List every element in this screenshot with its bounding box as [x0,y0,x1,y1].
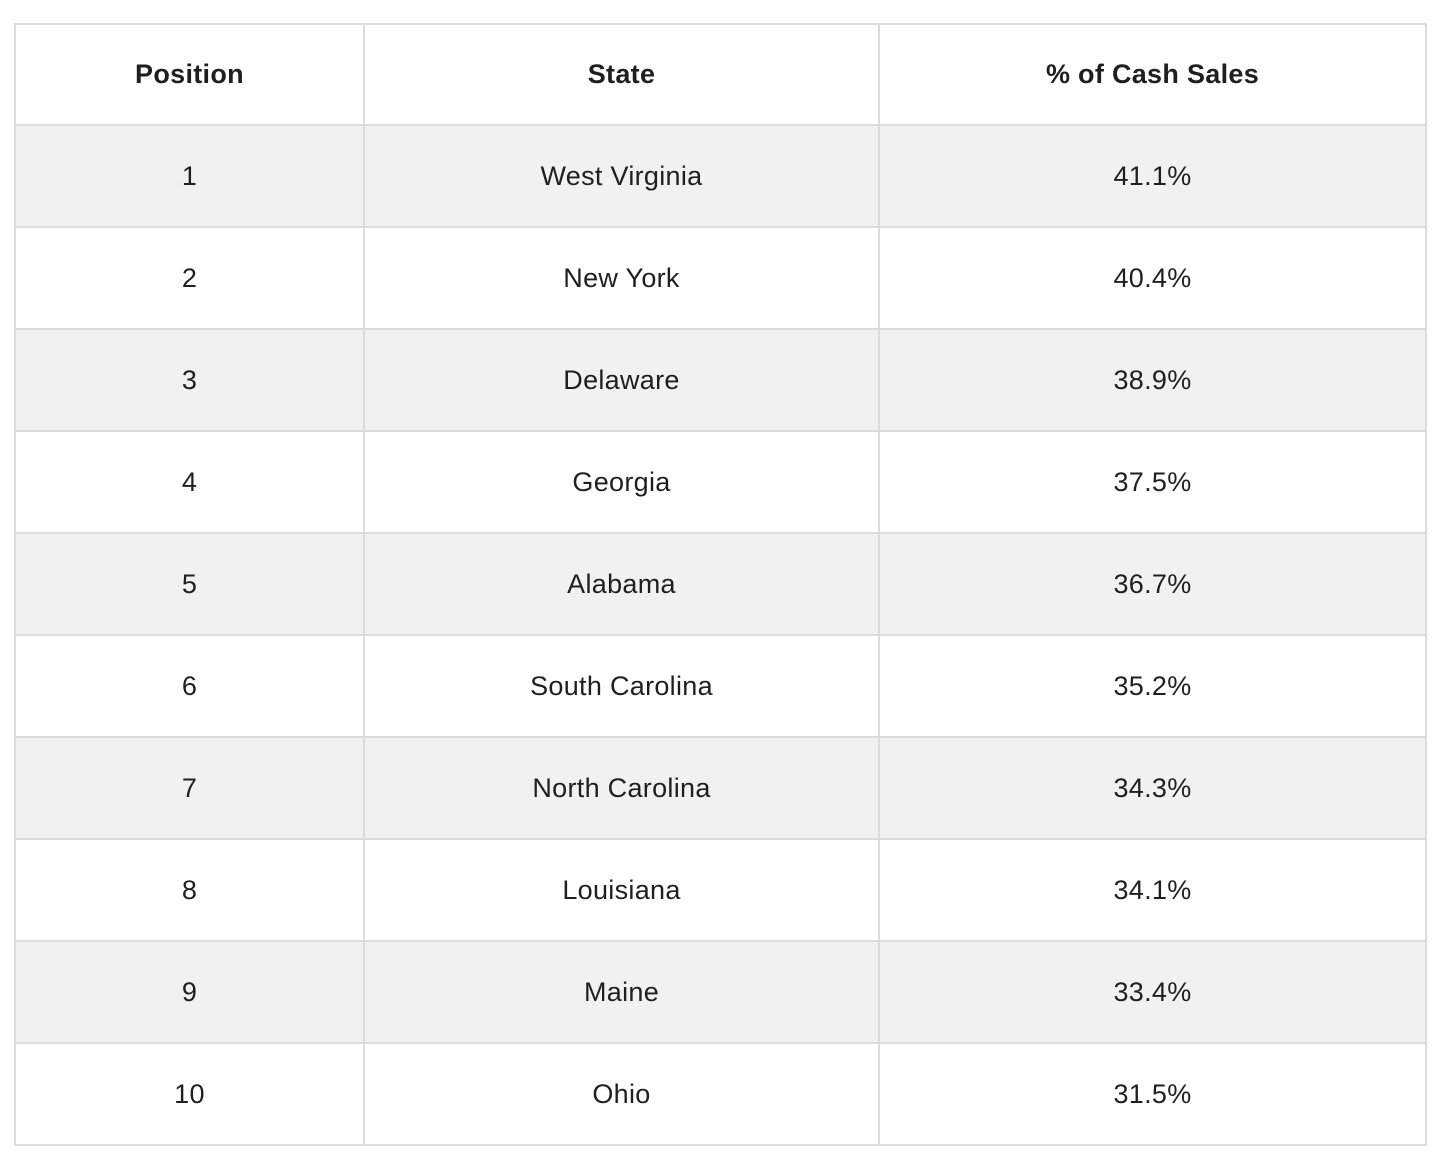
table-row: 5 Alabama 36.7% [14,532,1427,636]
cell-percent: 31.5% [878,1042,1427,1146]
cell-percent: 35.2% [878,634,1427,738]
table-row: 1 West Virginia 41.1% [14,124,1427,228]
cell-position: 4 [14,430,365,534]
cell-percent: 34.3% [878,736,1427,840]
cell-state: Maine [363,940,880,1044]
cell-state: West Virginia [363,124,880,228]
table-row: 4 Georgia 37.5% [14,430,1427,534]
cell-position: 7 [14,736,365,840]
cell-state: New York [363,226,880,330]
cell-position: 1 [14,124,365,228]
cell-position: 6 [14,634,365,738]
cell-position: 3 [14,328,365,432]
column-header-position: Position [14,23,365,126]
cell-position: 9 [14,940,365,1044]
cell-position: 2 [14,226,365,330]
cell-position: 10 [14,1042,365,1146]
table-row: 10 Ohio 31.5% [14,1042,1427,1146]
cell-percent: 34.1% [878,838,1427,942]
column-header-percent-cash-sales: % of Cash Sales [878,23,1427,126]
cell-state: South Carolina [363,634,880,738]
table-row: 9 Maine 33.4% [14,940,1427,1044]
cell-state: Delaware [363,328,880,432]
cell-state: Louisiana [363,838,880,942]
table-row: 3 Delaware 38.9% [14,328,1427,432]
header-row: Position State % of Cash Sales [14,23,1427,126]
table-row: 6 South Carolina 35.2% [14,634,1427,738]
table-row: 2 New York 40.4% [14,226,1427,330]
cell-state: Alabama [363,532,880,636]
cell-position: 5 [14,532,365,636]
cash-sales-table-container: Position State % of Cash Sales 1 West Vi… [14,23,1427,1146]
cash-sales-table: Position State % of Cash Sales 1 West Vi… [14,23,1427,1146]
column-header-state: State [363,23,880,126]
cell-position: 8 [14,838,365,942]
cell-state: Georgia [363,430,880,534]
cell-state: North Carolina [363,736,880,840]
cell-percent: 37.5% [878,430,1427,534]
table-row: 8 Louisiana 34.1% [14,838,1427,942]
cell-percent: 40.4% [878,226,1427,330]
table-row: 7 North Carolina 34.3% [14,736,1427,840]
cell-percent: 41.1% [878,124,1427,228]
cell-percent: 36.7% [878,532,1427,636]
cell-state: Ohio [363,1042,880,1146]
cell-percent: 38.9% [878,328,1427,432]
cell-percent: 33.4% [878,940,1427,1044]
